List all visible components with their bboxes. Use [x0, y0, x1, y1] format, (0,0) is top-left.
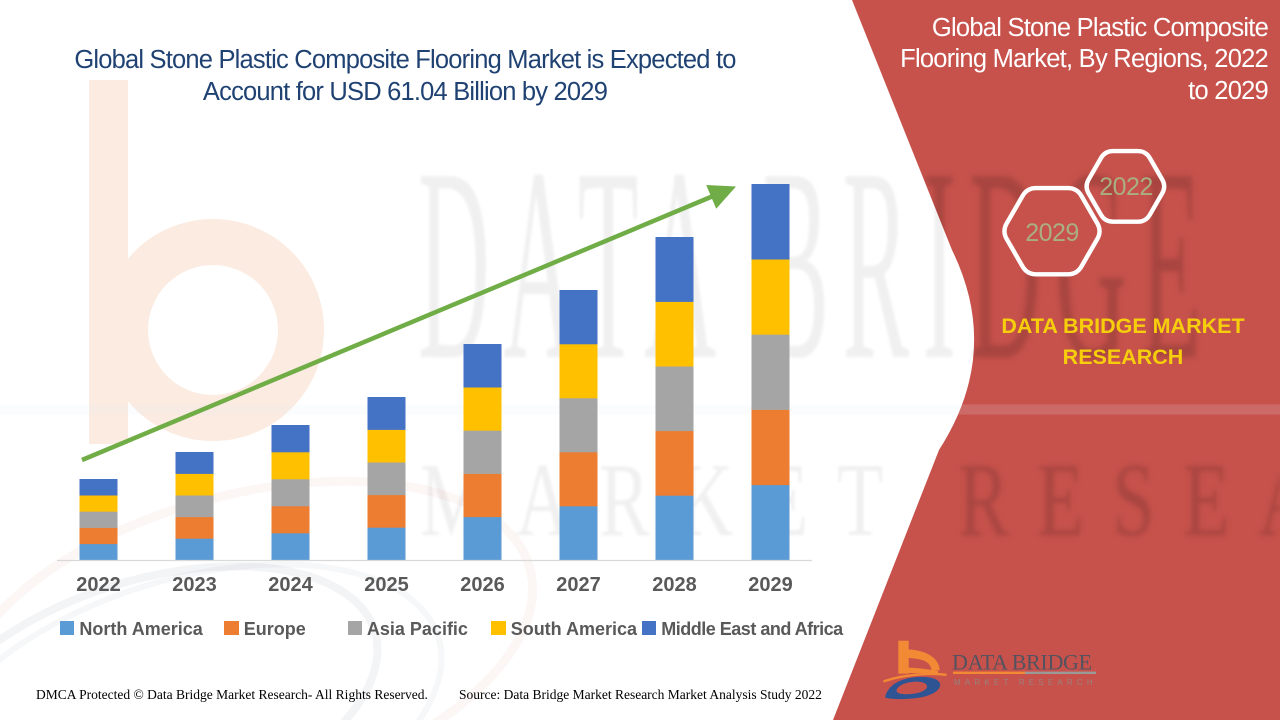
svg-text:DATA BRIDGE: DATA BRIDGE — [952, 650, 1092, 675]
svg-text:MARKET RESEARCH: MARKET RESEARCH — [954, 678, 1097, 687]
